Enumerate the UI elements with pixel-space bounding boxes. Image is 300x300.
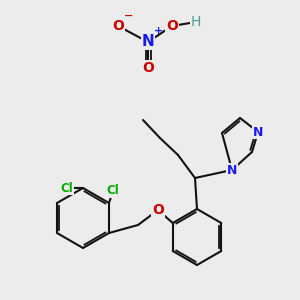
Text: Cl: Cl — [106, 184, 119, 197]
Text: O: O — [166, 19, 178, 33]
Text: N: N — [253, 125, 263, 139]
Text: N: N — [227, 164, 237, 176]
Text: O: O — [142, 61, 154, 75]
Text: Cl: Cl — [61, 182, 74, 194]
Text: −: − — [124, 11, 134, 21]
Text: O: O — [152, 203, 164, 217]
Text: H: H — [191, 15, 201, 29]
Text: O: O — [112, 19, 124, 33]
Text: +: + — [154, 26, 163, 36]
Text: N: N — [142, 34, 154, 50]
